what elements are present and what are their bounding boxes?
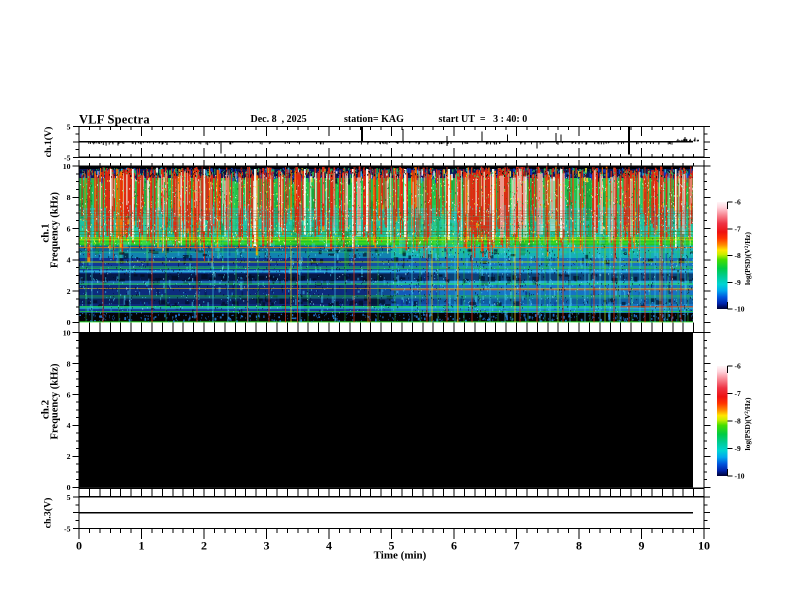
svg-text:9: 9 xyxy=(639,538,645,552)
svg-text:-7: -7 xyxy=(735,389,741,398)
svg-text:7: 7 xyxy=(514,538,520,552)
svg-text:8: 8 xyxy=(576,538,582,552)
svg-text:-5: -5 xyxy=(64,153,71,162)
svg-text:Time (min): Time (min) xyxy=(374,549,427,561)
svg-text:5: 5 xyxy=(389,538,395,552)
svg-text:6: 6 xyxy=(451,538,457,552)
svg-text:log(PSD)(V2/Hz): log(PSD)(V2/Hz) xyxy=(743,232,752,285)
svg-text:-5: -5 xyxy=(64,525,71,534)
svg-text:5: 5 xyxy=(67,123,71,132)
svg-text:8: 8 xyxy=(67,193,71,202)
svg-text:-10: -10 xyxy=(735,305,745,314)
svg-text:1: 1 xyxy=(139,538,145,552)
svg-text:10: 10 xyxy=(63,328,71,337)
svg-text:ch.1(V): ch.1(V) xyxy=(43,127,54,158)
svg-text:start UT = 3 : 40: 0: start UT = 3 : 40: 0 xyxy=(439,114,528,125)
svg-text:-9: -9 xyxy=(735,444,741,453)
svg-text:Frequency (kHz): Frequency (kHz) xyxy=(50,363,61,439)
svg-text:log(PSD)(V2/Hz): log(PSD)(V2/Hz) xyxy=(743,397,752,450)
svg-text:8: 8 xyxy=(67,359,71,368)
svg-text:station= KAG: station= KAG xyxy=(344,114,404,125)
svg-text:ch.3(V): ch.3(V) xyxy=(43,498,54,529)
svg-text:-10: -10 xyxy=(735,472,745,481)
svg-text:5: 5 xyxy=(67,493,71,502)
svg-text:0: 0 xyxy=(67,483,71,492)
svg-text:Frequency (kHz): Frequency (kHz) xyxy=(50,192,61,268)
svg-text:0: 0 xyxy=(67,318,71,327)
svg-text:-8: -8 xyxy=(735,417,741,426)
svg-text:10: 10 xyxy=(63,162,71,171)
svg-text:ch.2: ch.2 xyxy=(40,399,52,419)
svg-text:ch.1: ch.1 xyxy=(40,223,52,242)
svg-text:6: 6 xyxy=(67,390,71,399)
svg-text:2: 2 xyxy=(67,287,71,296)
svg-text:-6: -6 xyxy=(735,362,741,371)
svg-text:0: 0 xyxy=(76,538,82,552)
svg-text:2: 2 xyxy=(201,538,207,552)
svg-text:4: 4 xyxy=(67,421,71,430)
svg-text:-7: -7 xyxy=(735,224,741,233)
svg-text:4: 4 xyxy=(326,538,332,552)
svg-text:VLF Spectra: VLF Spectra xyxy=(79,113,150,127)
svg-text:3: 3 xyxy=(264,538,270,552)
svg-text:Dec. 8 , 2025: Dec. 8 , 2025 xyxy=(251,114,307,125)
svg-text:-8: -8 xyxy=(735,251,741,260)
svg-text:10: 10 xyxy=(698,538,710,552)
svg-text:-6: -6 xyxy=(735,198,741,207)
svg-text:4: 4 xyxy=(67,256,71,265)
svg-text:-9: -9 xyxy=(735,278,741,287)
svg-text:2: 2 xyxy=(67,452,71,461)
svg-text:6: 6 xyxy=(67,224,71,233)
